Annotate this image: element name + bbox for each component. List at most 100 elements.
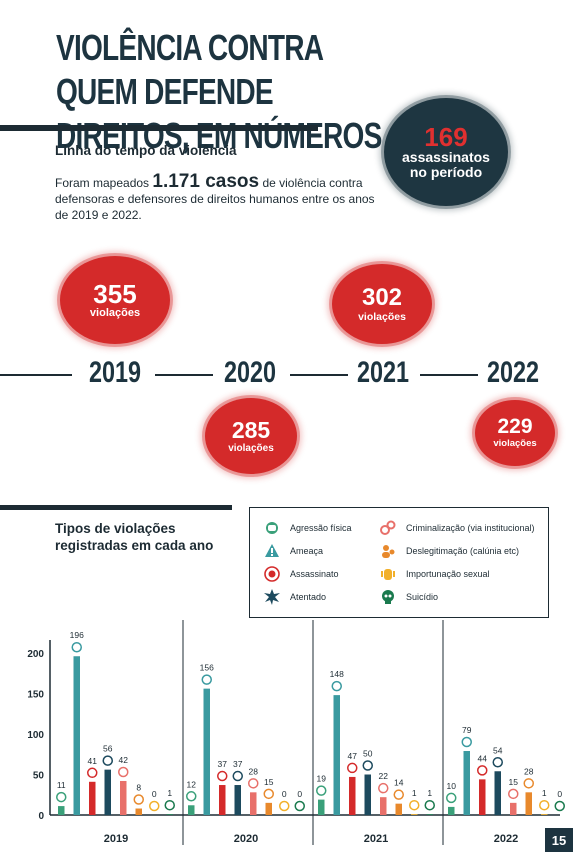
legend-item-assassinato: Assassinato [264,566,339,582]
violations-2021-value: 302 [361,284,403,311]
bar-2022-3 [494,771,501,815]
violations-2022-value: 229 [497,415,533,438]
data-label-2022-6: 1 [542,788,547,798]
bar-icon-2019-3 [102,755,113,766]
legend-item-suicidio: Suicídio [380,589,438,605]
data-label-2020-3: 37 [233,759,243,769]
bar-icon-2019-1 [71,641,82,653]
title-underline [0,125,318,131]
data-label-2022-5: 28 [524,766,534,776]
data-label-2019-2: 41 [88,756,98,766]
legend-label: Assassinato [290,569,339,579]
violations-2022-badge: 229 violações [475,400,555,466]
bar-icon-2021-0 [316,785,327,796]
data-label-2021-3: 50 [363,749,373,759]
year-label-2019: 2019 [88,356,142,389]
y-tick-label: 200 [27,649,44,660]
bar-2022-6 [541,814,548,815]
bar-icon-2019-6 [149,800,160,812]
data-label-2020-7: 0 [297,789,302,799]
violations-2022-label: violações [493,438,537,449]
x-category-label: 2021 [364,833,388,845]
bar-2021-4 [380,797,387,815]
legend-label: Ameaça [290,546,324,556]
bar-2021-7 [426,814,433,815]
year-label-2022: 2022 [486,356,540,389]
bar-2021-3 [364,774,371,815]
timeline-line-seg-1 [0,374,72,376]
violations-2020-value: 285 [231,417,271,443]
data-label-2020-2: 37 [218,759,228,769]
bar-icon-2019-4 [118,766,129,778]
bar-icon-2020-1 [201,674,212,685]
y-tick-label: 100 [27,730,44,741]
killed-value: 169 [424,122,468,152]
legend-label: Importunação sexual [406,569,490,579]
threat-icon [264,543,280,559]
data-label-2019-6: 0 [152,789,157,799]
section-rule [0,505,232,510]
x-category-label: 2020 [234,833,258,845]
intro-highlight: 1.171 casos [152,171,260,192]
timeline-line-seg-2 [155,374,213,376]
legend-item-atentado: Atentado [264,589,326,605]
violations-2021-label: violações [358,311,406,323]
intro-text-before: Foram mapeados [55,176,150,190]
violations-2021-badge: 302 violações [332,264,432,344]
bar-icon-2021-3 [362,760,373,771]
legend-item-deslegitimacao: Deslegitimação (calúnia etc) [380,543,519,559]
killed-label: assassinatos no período [402,149,490,180]
violations-2020-badge: 285 violações [205,398,297,474]
bar-icon-2022-0 [446,792,457,804]
page-number: 15 [545,828,573,852]
bar-2019-5 [135,808,142,815]
bar-icon-2020-5 [263,788,274,800]
bar-icon-2020-6 [279,800,290,812]
legend-label: Criminalização (via institucional) [406,523,535,533]
skull-icon [380,589,396,605]
legend-item-importunacao: Importunação sexual [380,566,490,582]
legend-label: Agressão física [290,523,352,533]
page-title: VIOLÊNCIA CONTRA QUEM DEFENDE DIREITOS, … [56,27,382,156]
data-label-2021-2: 47 [348,751,358,761]
bar-2019-2 [89,781,96,815]
bar-icon-2020-7 [294,800,305,812]
bar-2019-7 [166,814,173,815]
data-label-2019-7: 1 [167,788,172,798]
data-label-2019-3: 56 [103,744,113,754]
bar-2020-5 [265,802,272,815]
bar-icon-2020-4 [248,778,259,789]
data-label-2020-4: 28 [249,766,259,776]
data-label-2021-5: 14 [394,778,404,788]
chart-legend: Agressão física Ameaça Assassinato Atent… [249,507,549,618]
legend-item-criminalizacao: Criminalização (via institucional) [380,520,535,536]
data-label-2022-4: 15 [509,777,519,787]
data-label-2019-0: 11 [57,780,66,790]
data-label-2021-7: 1 [427,788,432,798]
violations-2019-badge: 355 violações [60,256,170,344]
bar-icon-2022-1 [461,736,472,748]
data-label-2022-7: 0 [557,789,562,799]
timeline-heading: Linha do tempo da violência [55,143,237,158]
bar-icon-2022-3 [492,757,503,768]
bar-2022-0 [448,806,455,815]
bar-2020-2 [219,785,226,815]
bar-2019-1 [73,656,80,815]
bar-icon-2020-3 [232,770,243,782]
bar-2020-4 [250,792,257,815]
data-label-2021-1: 148 [330,669,344,679]
killed-badge: 169 assassinatos no período [384,98,508,206]
year-label-2021: 2021 [356,356,410,389]
bar-2021-2 [349,776,356,815]
explosion-icon [264,589,280,605]
data-label-2021-0: 19 [317,774,327,784]
data-label-2021-4: 22 [379,771,389,781]
bar-2021-1 [333,695,340,815]
bar-2019-4 [120,780,127,815]
bar-icon-2022-7 [554,800,565,812]
bar-icon-2022-6 [539,799,550,811]
target-icon [264,566,280,582]
bar-2022-5 [525,792,532,815]
data-label-2020-6: 0 [282,789,287,799]
